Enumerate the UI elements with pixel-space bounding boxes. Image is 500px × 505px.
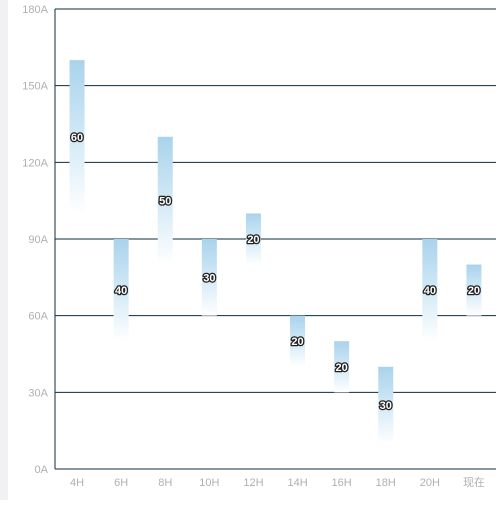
y-tick-label: 90A [28,234,48,246]
data-label: 50 [159,196,171,208]
y-tick-label: 120A [22,157,48,169]
data-label: 30 [380,400,392,412]
bar-layer [69,60,482,444]
x-tick-label: 现在 [463,476,485,489]
x-tick-label: 14H [287,477,307,489]
bar [245,213,261,265]
x-tick-label: 4H [70,477,84,489]
data-label: 60 [71,132,83,144]
data-label: 20 [336,362,348,374]
data-label: 40 [115,285,127,297]
data-label: 20 [468,285,480,297]
y-tick-label: 150A [22,81,48,93]
x-tick-label: 8H [158,477,172,489]
bar [157,136,173,265]
data-label: 20 [247,234,259,246]
bar [466,264,482,316]
bar [290,315,306,367]
y-tick-label: 0A [35,464,49,476]
bar [201,239,217,316]
x-tick-label: 6H [114,477,128,489]
data-label: 20 [291,336,303,348]
data-label: 30 [203,272,215,284]
x-tick-label: 10H [199,477,219,489]
bar [113,239,129,342]
label-layer: 60 40 50 30 20 20 20 30 40 20 [70,130,482,413]
y-tick-label: 60A [28,311,48,323]
bar [69,60,85,214]
bar [334,341,350,393]
x-tick-label: 20H [420,477,440,489]
x-tick-label: 16H [332,477,352,489]
x-tick-label: 18H [376,477,396,489]
y-tick-label: 30A [28,387,48,399]
x-tick-label: 12H [243,477,263,489]
left-edge-strip [0,0,8,500]
bar [422,239,438,342]
data-label: 40 [424,285,436,297]
bar [378,366,394,444]
y-tick-label: 180A [22,4,48,16]
axis-layer: 0A 30A 60A 90A 120A 150A 180A 4H 6H 8H 10H 12H 14H 16… [22,4,496,489]
